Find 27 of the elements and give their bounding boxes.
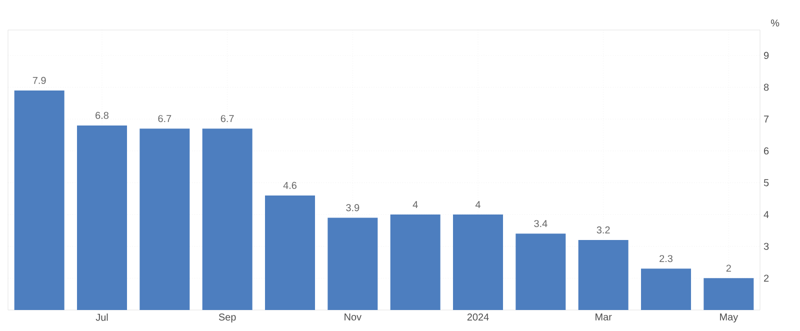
data-label: 4 [412,201,418,208]
data-label: 2.3 [660,255,672,262]
y-tick-label: 7 [764,116,769,123]
data-label: 7.9 [32,76,46,84]
data-label: 2 [726,264,731,272]
data-label: 3.4 [534,220,548,228]
y-axis-title: % [770,20,780,26]
y-tick-label: 3 [764,242,769,250]
data-label: 6.7 [158,115,172,122]
x-tick-label: Sep [218,314,236,323]
y-tick-label: 4 [764,211,769,218]
data-label: 6.8 [96,112,108,119]
x-tick-label: Mar [596,314,612,320]
data-label: 3.2 [596,226,610,234]
y-tick-label: 2 [764,274,769,282]
x-tick-label: May [720,314,738,322]
data-label: 3.9 [346,204,360,212]
data-label: 4.6 [283,182,296,189]
y-tick-label: 6 [764,147,769,154]
x-tick-label: Nov [344,314,362,320]
data-label: 4 [475,201,480,208]
x-tick-label: 2024 [467,314,489,321]
y-tick-label: 9 [764,52,769,59]
y-tick-label: 8 [764,84,769,91]
x-tick-label: Jul [96,314,108,321]
y-tick-label: 5 [764,179,769,186]
data-label: 6.7 [220,115,234,122]
